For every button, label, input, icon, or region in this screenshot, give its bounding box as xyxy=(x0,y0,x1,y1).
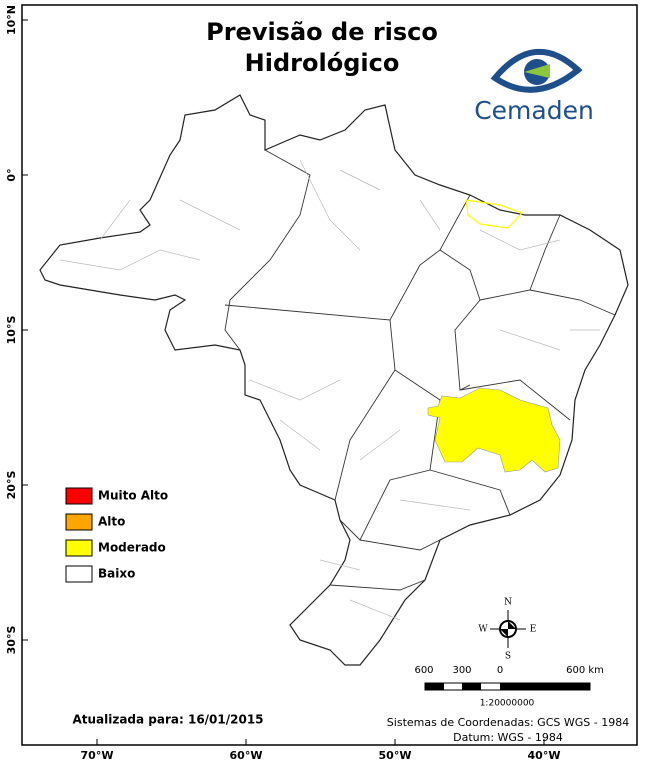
title-line: Previsão de risco xyxy=(206,18,438,46)
graticule-labels: 10°N 0° 10°S 20°S 30°S 70°W 60°W 50°W 40°W xyxy=(5,5,560,762)
scale-bar: 600 300 0 600 km 1:20000000 xyxy=(414,665,603,709)
scale-label: 600 km xyxy=(566,665,604,676)
compass-label: S xyxy=(505,652,511,662)
latitude-label: 30°S xyxy=(5,626,18,655)
state-borders xyxy=(224,149,616,591)
logo: Cemaden xyxy=(474,48,594,125)
title-line: Hidrológico xyxy=(245,49,400,77)
risk-region xyxy=(427,387,561,473)
latitude-label: 20°S xyxy=(5,471,18,500)
legend-swatch xyxy=(65,565,93,583)
country-outline xyxy=(39,94,629,666)
legend: Muito Alto Alto Moderado Baixo xyxy=(65,487,168,583)
compass-label: E xyxy=(530,625,537,635)
latitude-label: 10°S xyxy=(5,316,18,345)
compass-label: N xyxy=(504,598,512,608)
latitude-label: 10°N xyxy=(5,5,18,35)
longitude-label: 70°W xyxy=(81,749,114,762)
legend-swatch xyxy=(65,539,93,557)
compass: N E S W xyxy=(478,598,536,662)
longitude-label: 40°W xyxy=(528,749,561,762)
municipal-borders xyxy=(59,159,600,621)
risk-region-outline xyxy=(465,199,524,229)
scale-label: 0 xyxy=(497,665,503,676)
legend-label: Muito Alto xyxy=(98,489,168,503)
datum: Datum: WGS - 1984 xyxy=(453,731,563,744)
logo-eye xyxy=(490,48,583,93)
compass-label: W xyxy=(478,625,488,635)
scale-ratio: 1:20000000 xyxy=(480,699,535,709)
legend-label: Alto xyxy=(98,515,125,529)
legend-label: Baixo xyxy=(98,567,135,581)
legend-swatch xyxy=(65,513,93,531)
update-date: Atualizada para: 16/01/2015 xyxy=(72,713,263,727)
scale-label: 600 xyxy=(414,665,433,676)
scale-label: 300 xyxy=(452,665,471,676)
longitude-label: 60°W xyxy=(230,749,263,762)
coordinate-system: Sistemas de Coordenadas: GCS WGS - 1984 xyxy=(387,716,629,729)
latitude-label: 0° xyxy=(5,168,18,181)
legend-swatch xyxy=(65,487,93,505)
logo-text: Cemaden xyxy=(474,96,594,125)
logo-leaf xyxy=(524,64,550,78)
longitude-label: 50°W xyxy=(379,749,412,762)
legend-label: Moderado xyxy=(98,541,166,555)
